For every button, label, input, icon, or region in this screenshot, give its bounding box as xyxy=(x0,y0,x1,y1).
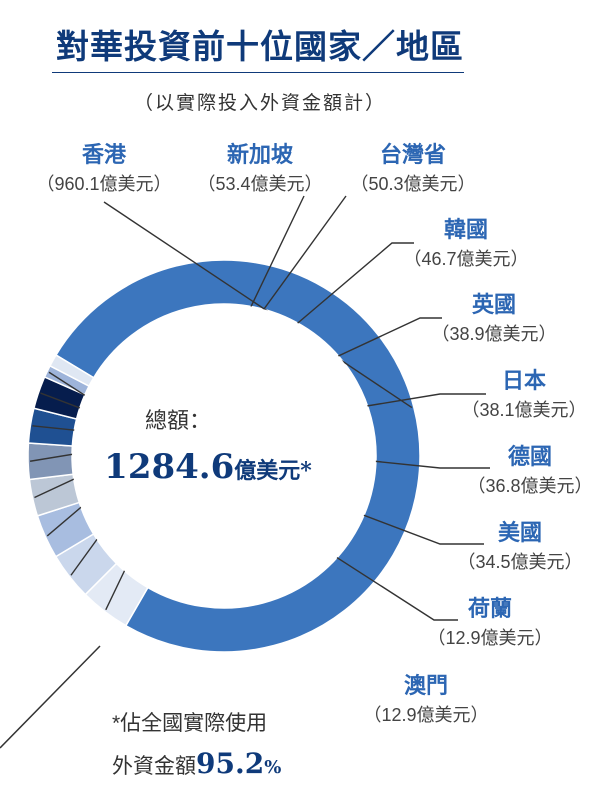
slice-label-name-1: 新加坡 xyxy=(227,142,293,168)
slice-label-value-8: （12.9億美元） xyxy=(427,628,552,648)
footnote-prefix: 外資金額 xyxy=(112,755,196,778)
footnote: *佔全國實際使用 外資金額95.2% xyxy=(112,704,352,788)
leader-line-0 xyxy=(103,201,413,409)
slice-label-value-9: （12.9億美元） xyxy=(363,705,488,725)
footnote-leader xyxy=(0,645,101,749)
center-label: 總額： xyxy=(145,408,211,433)
slice-label-name-4: 英國 xyxy=(472,292,516,318)
center-total-group: 1284.6億美元* xyxy=(104,447,312,487)
slice-label-name-6: 德國 xyxy=(508,444,552,470)
slice-label-name-7: 美國 xyxy=(498,520,542,546)
chart-subtitle: （以實際投入外資金額計） xyxy=(133,93,386,114)
slice-label-name-9: 澳門 xyxy=(404,673,448,699)
slice-label-value-2: （50.3億美元） xyxy=(350,174,475,194)
footnote-line1: *佔全國實際使用 xyxy=(112,712,268,735)
slice-label-value-0: （960.1億美元） xyxy=(36,174,171,194)
slice-label-value-3: （46.7億美元） xyxy=(403,249,528,269)
slice-label-name-3: 韓國 xyxy=(444,217,488,243)
slice-label-name-2: 台灣省 xyxy=(380,142,446,168)
slice-label-value-5: （38.1億美元） xyxy=(461,400,586,420)
chart-title: 對華投資前十位國家／地區 xyxy=(56,27,464,66)
slice-label-name-5: 日本 xyxy=(502,368,546,394)
center-unit: 億美元* xyxy=(234,458,312,484)
slice-5 xyxy=(27,442,74,481)
footnote-line2: 外資金額95.2% xyxy=(112,744,352,788)
footnote-percent: 95.2 xyxy=(196,747,265,780)
footnote-percent-sign: % xyxy=(264,757,282,778)
donut-hole xyxy=(72,304,376,608)
slice-label-value-1: （53.4億美元） xyxy=(197,174,322,194)
slice-label-name-0: 香港 xyxy=(82,142,127,168)
slice-label-value-4: （38.9億美元） xyxy=(431,324,556,344)
slice-label-value-6: （36.8億美元） xyxy=(467,476,592,496)
center-total: 1284.6 xyxy=(104,447,234,487)
slice-label-value-7: （34.5億美元） xyxy=(457,552,582,572)
title-divider xyxy=(52,72,464,73)
slice-label-name-8: 荷蘭 xyxy=(468,596,512,622)
slice-labels: 香港 （960.1億美元） 新加坡 （53.4億美元） 台灣省 （50.3億美元） 韓國 （4… xyxy=(36,142,592,725)
